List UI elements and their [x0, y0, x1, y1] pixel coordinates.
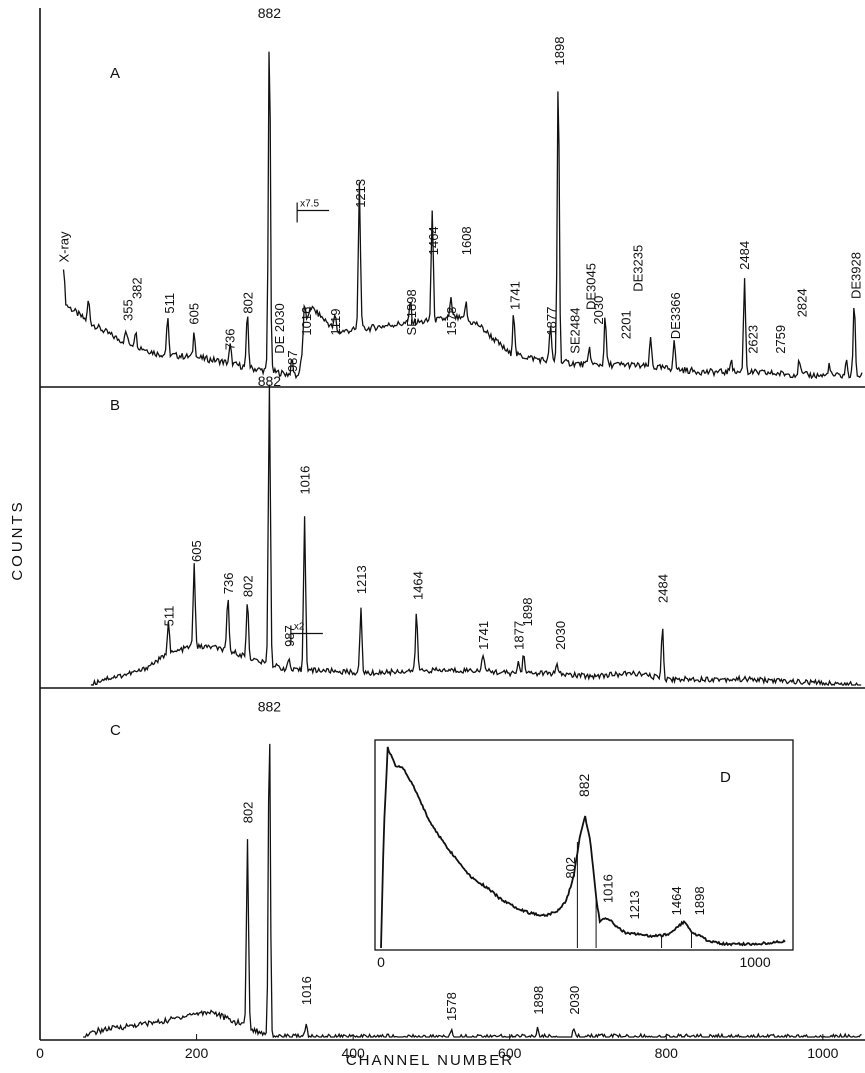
peak-label: 1898 [531, 986, 546, 1015]
peak-label: 2201 [619, 310, 634, 339]
y-axis-label: COUNTS [9, 499, 26, 580]
peak-label: 1213 [354, 565, 369, 594]
x-tick-label: 200 [185, 1045, 209, 1061]
peak-label: 1578 [444, 992, 459, 1021]
peak-label: 1016 [299, 976, 314, 1005]
inset-peak-label: 1898 [692, 886, 707, 915]
spectrum-trace [62, 51, 863, 380]
peak-label: 1741 [507, 281, 522, 310]
scale-label: x7.5 [300, 199, 319, 210]
peak-label: 2824 [795, 288, 810, 317]
peak-label: 1016 [299, 307, 314, 336]
peak-label: 1578 [444, 307, 459, 336]
spectrum-trace [83, 743, 862, 1039]
peak-label: 802 [240, 292, 255, 314]
peak-label: 882 [258, 5, 282, 21]
peak-label: 1016 [298, 466, 313, 495]
inset-peak-label: 1016 [600, 874, 615, 903]
peak-label: 511 [162, 293, 177, 314]
panel-c: C 802 882 1016 1578 1898 2030 [83, 699, 862, 1039]
peak-label: 2484 [655, 574, 670, 603]
peak-label: 511 [161, 606, 176, 627]
x-tick-label: 1000 [807, 1045, 838, 1061]
peak-label: 2030 [553, 621, 568, 650]
peak-label: 802 [240, 802, 255, 824]
peak-label: 882 [258, 699, 282, 715]
peak-label: 1898 [552, 37, 567, 66]
panel-label: A [110, 65, 120, 82]
peak-label: 1464 [426, 226, 441, 255]
plot-frame [39, 8, 865, 1041]
peak-label: 2759 [773, 325, 788, 354]
peak-label: 1119 [328, 309, 343, 336]
x-tick-label: 800 [655, 1045, 679, 1061]
inset-x-tick-label: 0 [377, 954, 385, 970]
inset-panel-label: D [720, 769, 731, 786]
inset-peak-label: 802 [563, 857, 578, 879]
inset-panel-d: D 802 882 1016 1213 1464 1898 0 1000 [374, 739, 794, 970]
inset-peak-label: 1464 [669, 886, 684, 915]
panel-b: B 511 605 736 802 882 987 1016 x2 1213 1464 1741 187… [90, 373, 862, 687]
peak-label: 882 [258, 373, 282, 389]
peak-label: DE3045 [583, 263, 598, 310]
x-tick-label: 0 [36, 1045, 44, 1061]
x-tick-label: 600 [498, 1045, 522, 1061]
peak-label: SE1898 [404, 289, 419, 335]
x-axis: 0 200 400 600 800 1000 [36, 1034, 839, 1061]
peak-label: 2623 [745, 325, 760, 354]
inset-x-tick-label: 1000 [739, 954, 770, 970]
peak-label: SE2484 [568, 308, 583, 354]
peak-label: 1608 [459, 226, 474, 255]
peak-label: 605 [189, 540, 204, 562]
peak-label: 987 [282, 625, 297, 647]
peak-label: DE3235 [630, 245, 645, 292]
peak-label: 1741 [476, 621, 491, 650]
peak-label: 1898 [520, 597, 535, 626]
x-tick-label: 400 [341, 1045, 365, 1061]
peak-label: 2484 [737, 241, 752, 270]
peak-label: 736 [221, 572, 236, 594]
inset-peak-label: 882 [576, 773, 592, 797]
panel-label: B [110, 397, 120, 414]
peak-label: 1877 [544, 307, 559, 336]
peak-label: DE 2030 [272, 303, 287, 354]
peak-label: 605 [186, 303, 201, 325]
inset-peak-label: 1213 [627, 891, 642, 920]
peak-label: 1877 [511, 621, 526, 650]
peak-label: DE3928 [849, 252, 864, 299]
peak-label: 802 [240, 575, 255, 597]
inset-spectrum-trace [380, 746, 786, 949]
peak-label: 382 [129, 277, 144, 299]
peak-label: 1464 [410, 571, 425, 600]
panel-label: C [110, 722, 121, 739]
peak-label: 2030 [567, 986, 582, 1015]
scale-label: x2 [294, 621, 305, 632]
peak-label: 987 [285, 350, 300, 372]
x-axis-label: CHANNEL NUMBER [346, 1052, 514, 1069]
peak-label: 736 [222, 328, 237, 350]
peak-label: 2030 [591, 296, 606, 325]
peak-label: DE3366 [668, 292, 683, 339]
peak-label: 1213 [353, 179, 368, 208]
peak-label: 355 [121, 299, 136, 321]
peak-label: X-ray [56, 231, 71, 263]
spectrum-trace [90, 384, 862, 687]
